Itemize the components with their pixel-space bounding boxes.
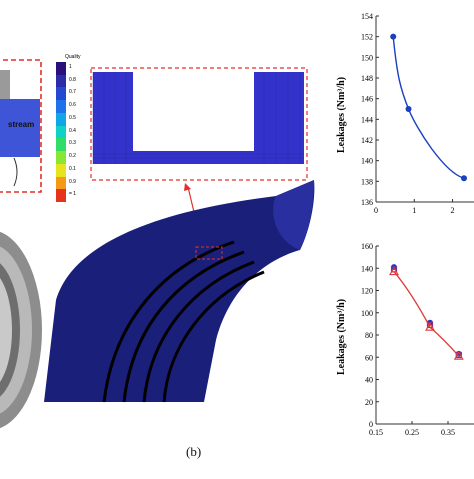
data-point (390, 33, 397, 40)
series-line (392, 36, 465, 179)
detail-mesh (92, 72, 304, 164)
left-gray-block (0, 70, 10, 120)
legend-swatch (56, 138, 66, 152)
y-tick-label: 140 (361, 157, 373, 166)
legend-label: 1 (69, 64, 72, 70)
chart-top: Leakages (Nm³/h) 136 138 140 142 144 146 148 15… (336, 12, 474, 215)
data-point (461, 175, 467, 182)
y-tick-label: 160 (361, 242, 373, 251)
legend-label: 0.3 (69, 140, 76, 147)
x-tick-label: 0.15 (369, 428, 383, 437)
legend-swatch (56, 100, 66, 113)
chart-bottom-ylabel: Leakages (Nm³/h) (336, 299, 347, 375)
y-tick-label: 142 (361, 136, 373, 145)
legend-swatch (56, 112, 66, 126)
x-tick-label: 0.35 (441, 428, 455, 437)
figure-caption: (b) (186, 444, 202, 459)
legend-label: 0.1 (69, 165, 76, 172)
legend-swatch (56, 163, 66, 177)
y-tick-label: 80 (365, 331, 373, 340)
y-tick-label: 140 (361, 264, 373, 273)
legend-colorbar (56, 62, 66, 202)
y-tick-label: 60 (365, 353, 373, 362)
left-blue-block (0, 99, 40, 157)
legend-label: 0.5 (69, 114, 76, 121)
y-tick-label: 136 (361, 198, 373, 207)
legend-label: 0.4 (69, 127, 76, 134)
x-tick-label: 2 (451, 206, 455, 215)
x-tick-label: 1 (412, 206, 416, 215)
chart-bottom: Leakages (Nm³/h) 0 20 40 60 80 100 120 140 160 0.… (336, 242, 474, 437)
data-point-triangle (389, 266, 399, 276)
y-tick-label: 148 (361, 74, 373, 83)
y-tick-label: 120 (361, 287, 373, 296)
quality-legend: Quality 1 0.8 0.7 0.6 0.5 0.4 0.3 0.2 0.1 0.9 = 1 (56, 54, 84, 204)
y-tick-label: 146 (361, 95, 373, 104)
y-tick-label: 100 (361, 309, 373, 318)
left-panel-graphic (0, 59, 42, 429)
data-point-triangle (453, 351, 464, 360)
seal-disc-core (0, 278, 12, 382)
y-tick-label: 150 (361, 53, 373, 62)
legend-label: 0.9 (69, 178, 76, 185)
legend-swatch (56, 62, 66, 75)
left-curve (13, 157, 18, 187)
legend-swatch (56, 176, 66, 190)
callout-arrow-head (184, 183, 191, 191)
y-tick-label: 40 (365, 376, 373, 385)
y-tick-label: 0 (369, 420, 373, 429)
legend-label: 0.6 (69, 102, 76, 109)
mesh-3d-body (44, 180, 315, 403)
y-tick-label: 20 (365, 398, 373, 407)
left-panel: stream (0, 0, 46, 474)
x-tick-label: 0 (374, 206, 378, 215)
y-tick-label: 144 (361, 115, 373, 124)
legend-label: 0.7 (69, 89, 76, 96)
data-point-triangle (425, 322, 435, 331)
legend-swatch (56, 151, 66, 164)
legend-swatch (56, 74, 66, 88)
legend-swatch (56, 87, 66, 101)
legend-label: = 1 (69, 191, 77, 198)
detail-dashed-frame (90, 67, 308, 181)
legend-label: 0.8 (69, 76, 76, 83)
left-dashed-box (0, 59, 42, 193)
legend-title: Quality (65, 54, 81, 60)
legend-swatch (56, 189, 66, 202)
legend-labels: 1 0.8 0.7 0.6 0.5 0.4 0.3 0.2 0.1 0.9 = 1 (69, 62, 85, 202)
stream-label: stream (8, 120, 35, 129)
mesh-figure (44, 67, 315, 403)
y-tick-label: 138 (361, 177, 373, 186)
legend-label: 0.2 (69, 153, 76, 160)
x-tick-label: 0.25 (405, 428, 419, 437)
y-tick-label: 152 (361, 33, 373, 42)
y-tick-label: 154 (361, 12, 373, 21)
chart-top-ylabel: Leakages (Nm³/h) (336, 77, 347, 153)
series-line (393, 271, 460, 357)
legend-swatch (56, 125, 66, 139)
data-point (405, 106, 412, 112)
